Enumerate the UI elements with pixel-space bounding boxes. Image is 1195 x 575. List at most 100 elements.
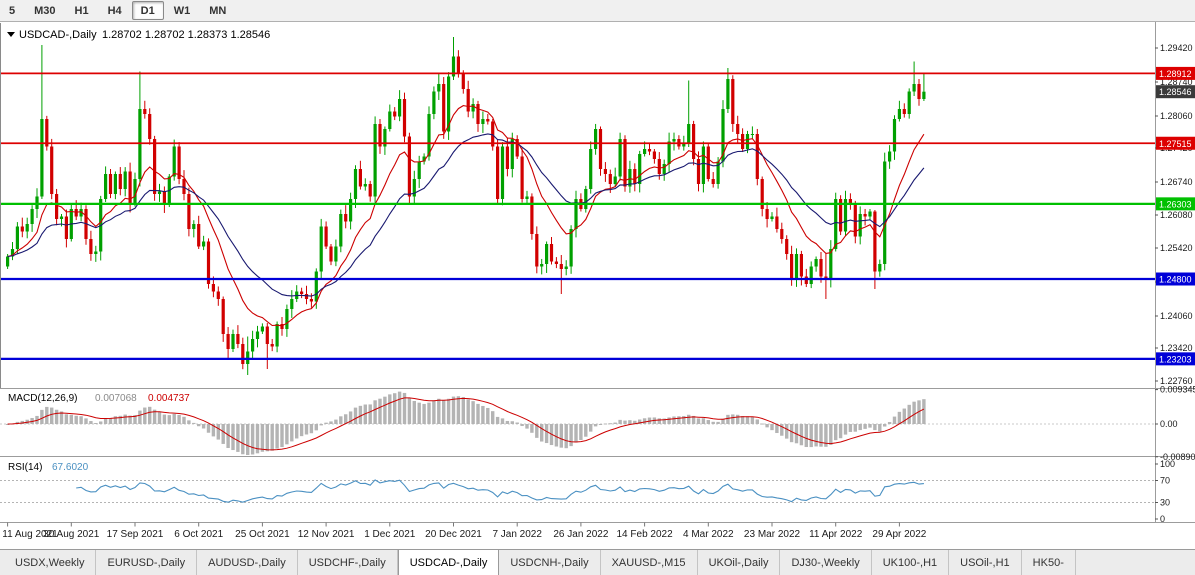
candle: [476, 104, 480, 124]
candle: [843, 199, 848, 232]
candle: [540, 264, 544, 267]
timeframe-button-w1[interactable]: W1: [164, 1, 200, 20]
candle: [496, 146, 500, 199]
tab-usdcnh-daily[interactable]: USDCNH-,Daily: [499, 550, 601, 575]
candle: [907, 91, 911, 114]
tab-hk50-[interactable]: HK50-: [1021, 550, 1076, 575]
candle: [108, 174, 113, 194]
candle: [814, 259, 818, 267]
rsi-axis-label: 70: [1160, 476, 1170, 486]
candle: [682, 144, 686, 147]
candle: [25, 224, 29, 232]
date-axis-label: 7 Jan 2022: [492, 529, 542, 540]
candle: [912, 84, 916, 92]
price-axis: 1.294201.287401.280601.274201.267401.260…: [1155, 43, 1195, 386]
candle: [731, 79, 735, 124]
candle: [456, 56, 460, 74]
candle: [265, 326, 269, 344]
timeframe-button-5[interactable]: 5: [0, 1, 25, 20]
candle: [226, 334, 230, 349]
candle: [432, 91, 436, 114]
candle: [662, 164, 666, 174]
tab-xauusd-m15[interactable]: XAUUSD-,M15: [600, 550, 698, 575]
candle: [329, 246, 333, 262]
candle: [157, 191, 162, 194]
candle: [848, 199, 852, 204]
rsi-axis-label: 100: [1160, 459, 1175, 469]
candle: [819, 259, 823, 277]
rsi-value: 67.6020: [52, 462, 89, 473]
timeframe-button-h1[interactable]: H1: [65, 1, 98, 20]
candle: [118, 174, 122, 189]
timeframe-button-h4[interactable]: H4: [98, 1, 131, 20]
candle: [726, 79, 730, 109]
candle: [696, 159, 701, 184]
candle: [251, 339, 255, 352]
timeframe-button-m30[interactable]: M30: [25, 1, 65, 20]
candle: [559, 264, 563, 269]
chart-dropdown-icon[interactable]: [7, 32, 15, 37]
date-axis-label: 17 Sep 2021: [107, 529, 164, 540]
candle: [221, 299, 225, 334]
candle: [892, 119, 897, 152]
candle: [363, 184, 367, 187]
price-tag: 1.24800: [1156, 272, 1195, 286]
timeframe-button-d1[interactable]: D1: [131, 1, 164, 20]
candle: [873, 211, 877, 272]
candle: [358, 169, 362, 187]
candle: [15, 226, 19, 249]
tab-audusd-daily[interactable]: AUDUSD-,Daily: [197, 550, 298, 575]
tab-usoil-h1[interactable]: USOil-,H1: [949, 550, 1022, 575]
tab-uk100-h1[interactable]: UK100-,H1: [871, 550, 950, 575]
candle: [422, 156, 426, 162]
candle: [270, 344, 274, 347]
candle: [59, 216, 64, 219]
candle: [481, 119, 485, 124]
candle: [197, 224, 201, 247]
tab-ukoil-daily[interactable]: UKOil-,Daily: [697, 550, 781, 575]
tab-usdx-weekly[interactable]: USDX,Weekly: [4, 550, 97, 575]
candle: [339, 214, 343, 247]
candle: [402, 99, 407, 137]
candle: [760, 179, 764, 209]
candle: [471, 104, 475, 112]
candle: [569, 229, 573, 267]
tab-eurusd-daily[interactable]: EURUSD-,Daily: [96, 550, 198, 575]
candle: [104, 174, 108, 199]
candles-layer: [6, 37, 926, 375]
candle: [304, 294, 309, 299]
chart-window: USDCAD-,Daily 1.28702 1.28702 1.28373 1.…: [0, 22, 1195, 549]
candle: [687, 124, 691, 144]
candle: [799, 254, 803, 277]
rsi-axis-label: 30: [1160, 498, 1170, 508]
chart-title-ohlc: 1.28702 1.28702 1.28373 1.28546: [102, 29, 270, 41]
tab-usdcad-daily[interactable]: USDCAD-,Daily: [397, 550, 500, 575]
tab-dj30-weekly[interactable]: DJ30-,Weekly: [780, 550, 872, 575]
candle: [750, 134, 754, 135]
candle: [780, 229, 784, 239]
tab-usdchf-daily[interactable]: USDCHF-,Daily: [297, 550, 398, 575]
rsi-axis: 100 70 30 0: [1155, 459, 1175, 524]
candle: [525, 196, 529, 199]
candle: [50, 146, 54, 194]
rsi-layer: [0, 479, 1155, 503]
price-axis-label: 1.25420: [1160, 243, 1193, 253]
candle: [652, 151, 656, 159]
price-axis-label: 1.22760: [1160, 376, 1193, 386]
candle: [790, 254, 794, 279]
candle: [206, 241, 211, 284]
candle: [922, 91, 926, 99]
candle: [79, 209, 83, 217]
candle: [853, 204, 857, 237]
candle: [804, 276, 808, 284]
candle: [334, 246, 338, 262]
candle: [794, 254, 799, 279]
chart-canvas[interactable]: USDCAD-,Daily 1.28702 1.28702 1.28373 1.…: [0, 22, 1195, 549]
candle: [638, 154, 642, 184]
candle: [530, 196, 534, 234]
candle: [829, 249, 833, 279]
candle: [535, 234, 539, 267]
date-axis-label: 29 Apr 2022: [872, 529, 926, 540]
timeframe-button-mn[interactable]: MN: [200, 1, 236, 20]
